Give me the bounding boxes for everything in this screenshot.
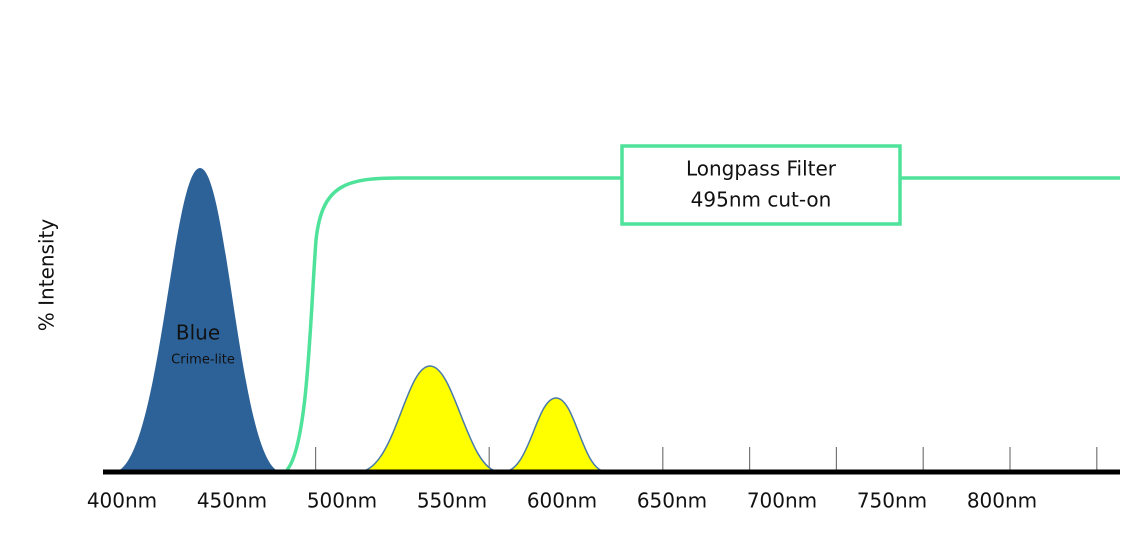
x-label: 450nm: [197, 489, 267, 513]
x-label: 800nm: [967, 489, 1037, 513]
x-label: 500nm: [307, 489, 377, 513]
filter-curve: [285, 176, 1120, 472]
yellow-peak: [502, 397, 608, 473]
x-label: 750nm: [857, 489, 927, 513]
axis-label: % Intensity: [35, 219, 59, 332]
peak-sublabel: Crime-lite: [171, 353, 235, 368]
x-label: 550nm: [417, 489, 487, 513]
x-label: 650nm: [637, 489, 707, 513]
yellow-peak: [357, 365, 501, 473]
filter-label: 495nm cut-on: [691, 188, 832, 212]
x-label: 400nm: [87, 489, 157, 513]
blue-peak: [113, 168, 282, 472]
filter-box: [620, 144, 902, 226]
peak-label: Blue: [176, 321, 220, 345]
filter-label: Longpass Filter: [686, 157, 837, 181]
x-label: 700nm: [747, 489, 817, 513]
x-label: 600nm: [527, 489, 597, 513]
